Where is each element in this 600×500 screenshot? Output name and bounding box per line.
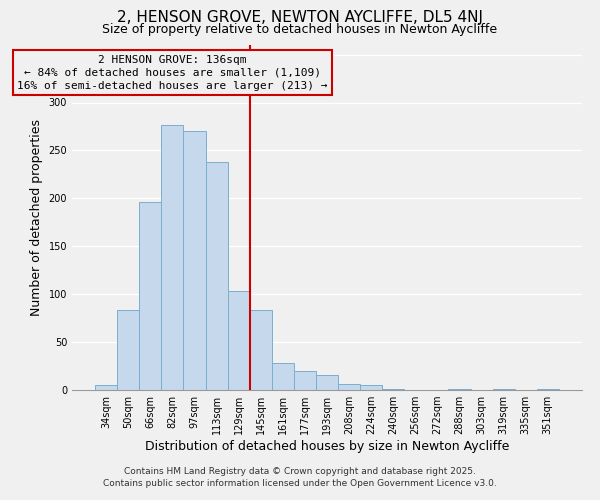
Text: 2 HENSON GROVE: 136sqm
← 84% of detached houses are smaller (1,109)
16% of semi-: 2 HENSON GROVE: 136sqm ← 84% of detached… <box>17 54 328 91</box>
Bar <box>139 202 161 390</box>
Bar <box>338 384 360 390</box>
Bar <box>184 131 206 390</box>
Bar <box>448 389 470 390</box>
Bar <box>95 385 117 390</box>
Bar <box>382 389 404 390</box>
Bar <box>117 310 139 390</box>
Y-axis label: Number of detached properties: Number of detached properties <box>30 119 43 316</box>
Bar <box>250 310 272 390</box>
Bar <box>272 363 294 390</box>
Bar <box>227 292 250 390</box>
Bar <box>493 389 515 390</box>
Bar <box>537 389 559 390</box>
Bar <box>316 374 338 390</box>
Bar <box>360 385 382 390</box>
Bar <box>294 371 316 390</box>
Text: Contains HM Land Registry data © Crown copyright and database right 2025.
Contai: Contains HM Land Registry data © Crown c… <box>103 466 497 487</box>
Text: 2, HENSON GROVE, NEWTON AYCLIFFE, DL5 4NJ: 2, HENSON GROVE, NEWTON AYCLIFFE, DL5 4N… <box>117 10 483 25</box>
Bar <box>206 162 227 390</box>
Text: Size of property relative to detached houses in Newton Aycliffe: Size of property relative to detached ho… <box>103 22 497 36</box>
X-axis label: Distribution of detached houses by size in Newton Aycliffe: Distribution of detached houses by size … <box>145 440 509 453</box>
Bar <box>161 124 184 390</box>
